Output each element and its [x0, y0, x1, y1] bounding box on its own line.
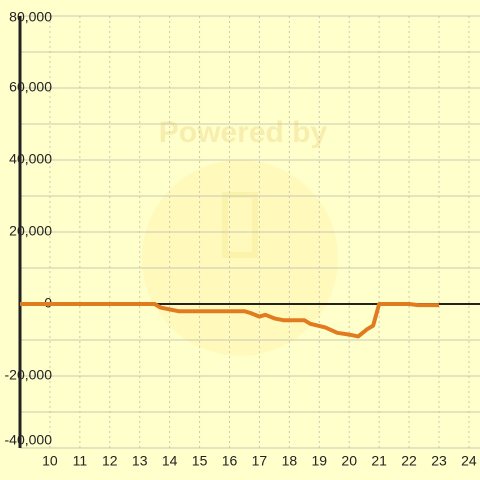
x-tick-label: 17 — [252, 453, 268, 469]
x-tick-label: 16 — [222, 453, 238, 469]
watermark-logo — [142, 160, 338, 356]
x-tick-label: 11 — [73, 453, 88, 469]
x-tick-label: 24 — [461, 453, 477, 469]
x-tick-label: 21 — [371, 453, 387, 469]
line — [20, 302, 439, 339]
x-tick-label: 14 — [162, 453, 178, 469]
y-tick-label: -20,000 — [5, 367, 53, 383]
x-tick-label: 22 — [401, 453, 417, 469]
y-tick-label: 80,000 — [9, 9, 52, 25]
x-tick-label: 19 — [311, 453, 327, 469]
y-tick-label: 60,000 — [9, 79, 52, 95]
x-tick-label: 12 — [102, 453, 118, 469]
x-tick-label: 13 — [132, 453, 148, 469]
x-tick-label: 10 — [42, 453, 58, 469]
x-tick-label: 18 — [282, 453, 298, 469]
x-tick-label: 20 — [341, 453, 357, 469]
x-tick-label: 23 — [431, 453, 447, 469]
watermark: Powered by — [159, 116, 328, 149]
y-tick-label: 40,000 — [9, 151, 52, 167]
x-tick-label: 15 — [192, 453, 208, 469]
y-tick-label: 20,000 — [9, 223, 52, 239]
y-tick-label: -40,000 — [5, 432, 53, 448]
